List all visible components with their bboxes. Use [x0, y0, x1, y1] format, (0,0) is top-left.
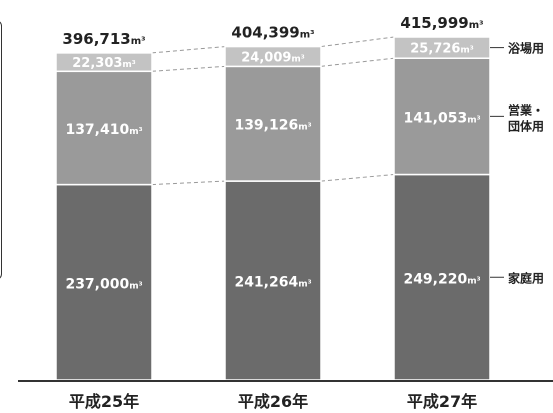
connector-line-household [151, 180, 226, 186]
connector-lines [151, 36, 395, 186]
bar-segment-bath [224, 45, 322, 68]
segment-label-business: 141,053m³ [403, 110, 480, 126]
total-label: 415,999m³ [400, 14, 483, 32]
bar-segment-business [224, 65, 322, 182]
legend-label-household: 家庭用 [508, 270, 544, 285]
segment-label-household: 241,264m³ [234, 275, 311, 291]
bar-segment-household [55, 183, 153, 381]
bar-group-3: 249,220m³ 141,053m³ 25,726m³ 415,999m³ 平成27年 [393, 14, 491, 411]
connector-line-bath [320, 36, 395, 48]
legend: 家庭用 営業・団体用 浴場用 [490, 41, 544, 285]
legend-label-business: 営業・団体用 [508, 102, 544, 133]
connector-line-business [320, 57, 395, 67]
segment-label-household: 249,220m³ [403, 271, 480, 287]
segment-label-household: 237,000m³ [65, 276, 142, 292]
segment-label-bath: 22,303m³ [72, 56, 136, 71]
connector-line-business [151, 65, 226, 72]
segment-label-bath: 24,009m³ [241, 50, 305, 65]
total-label: 396,713m³ [62, 30, 145, 48]
connector-line-household [320, 174, 395, 182]
segment-label-bath: 25,726m³ [410, 42, 474, 57]
segment-label-business: 137,410m³ [65, 122, 142, 138]
bar-segment-bath [55, 52, 153, 73]
total-label: 404,399m³ [231, 24, 314, 42]
category-label: 平成27年 [407, 392, 477, 411]
bar-segment-household [393, 173, 491, 381]
connector-line-bath [151, 46, 226, 54]
bar-group-2: 241,264m³ 139,126m³ 24,009m³ 404,399m³ 平成26年 [224, 24, 322, 411]
bar-group-1: 237,000m³ 137,410m³ 22,303m³ 396,713m³ 平成25年 [55, 30, 153, 411]
category-label: 平成25年 [69, 392, 139, 411]
bar-segment-business [55, 70, 153, 186]
legend-label-bath: 浴場用 [508, 41, 544, 56]
category-label: 平成26年 [238, 392, 308, 411]
bar-segment-business [393, 57, 491, 176]
segment-label-business: 139,126m³ [234, 118, 311, 134]
